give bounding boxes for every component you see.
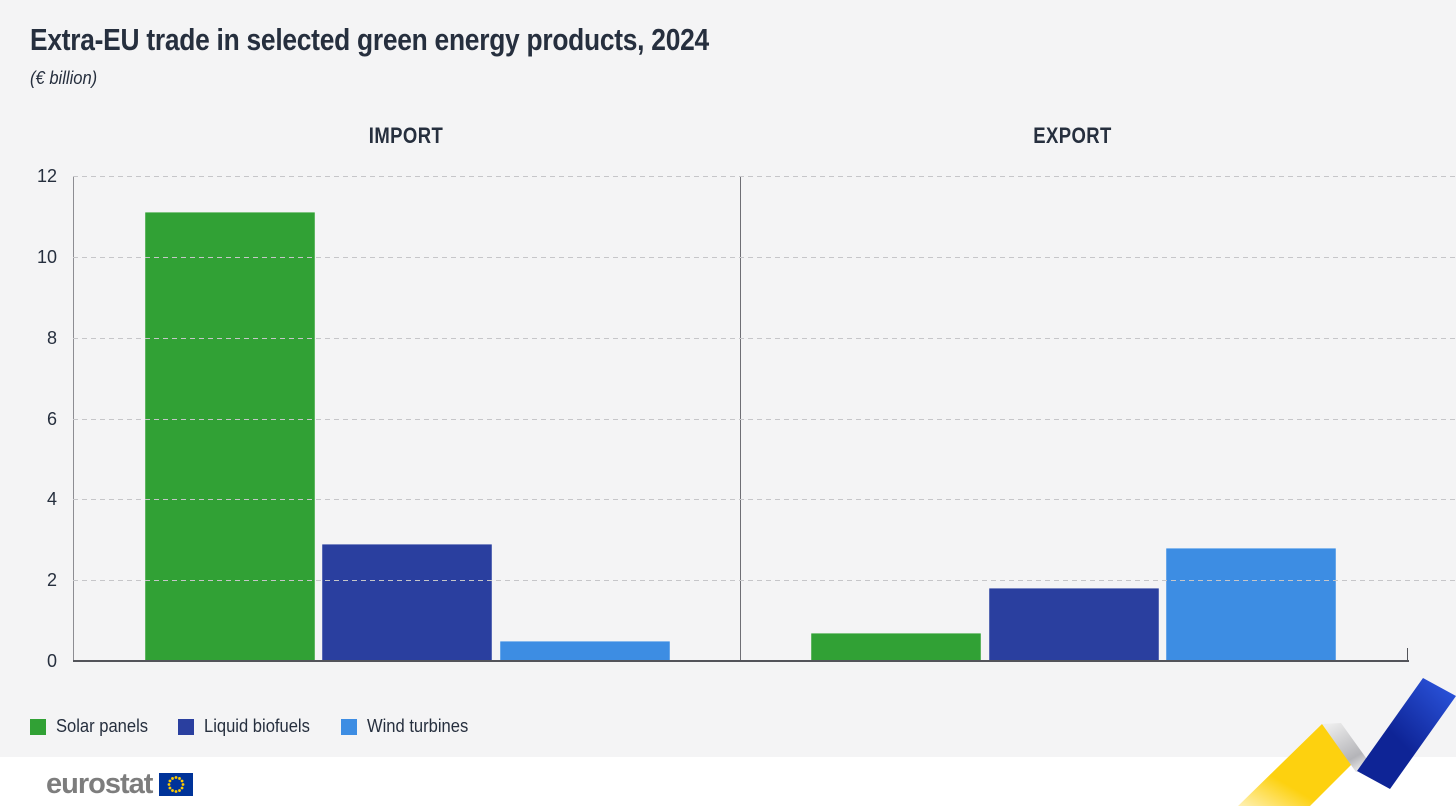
- legend-item-wind-turbines: Wind turbines: [341, 716, 477, 737]
- ribbon-blue-band: [1357, 678, 1456, 789]
- panel-header-import: IMPORT: [368, 123, 444, 148]
- flag-star: [181, 786, 184, 790]
- flag-star: [178, 789, 182, 792]
- flag-star: [175, 776, 178, 779]
- y-tick-label: 6: [46, 408, 57, 429]
- bar-export-solar-panels: [811, 633, 981, 661]
- ribbon-decoration: [1238, 678, 1456, 806]
- bar-import-wind-turbines: [499, 641, 670, 661]
- y-tick-label: 8: [46, 327, 57, 348]
- y-tick-label: 2: [46, 570, 57, 591]
- legend-item-solar-panels: Solar panels: [30, 716, 156, 737]
- legend-swatch-wind-turbines: [341, 718, 358, 735]
- flag-star: [175, 790, 178, 793]
- ribbon-fold: [1322, 723, 1374, 772]
- flag-star: [181, 779, 184, 783]
- bar-import-solar-panels: [144, 212, 315, 661]
- legend-label: Liquid biofuels: [204, 716, 310, 736]
- ribbon-yellow-band: [1238, 724, 1358, 806]
- panel-header-export: EXPORT: [1033, 123, 1112, 148]
- chart-subtitle: (€ billion): [30, 68, 98, 88]
- flag-star: [182, 783, 185, 786]
- legend-label: Solar panels: [56, 716, 149, 736]
- bar-export-liquid-biofuels: [988, 588, 1159, 661]
- eurostat-logo-text: eurostat: [46, 768, 153, 800]
- flag-star: [171, 777, 175, 780]
- eu-flag-icon: [159, 773, 194, 796]
- legend-item-liquid-biofuels: Liquid biofuels: [178, 716, 319, 737]
- chart-canvas: Extra-EU trade in selected green energy …: [0, 0, 1456, 757]
- flag-star: [168, 779, 172, 783]
- gridline-2: [73, 580, 1456, 582]
- plot-area: [73, 176, 1407, 661]
- gridline-6: [73, 418, 1456, 420]
- y-tick-label: 12: [36, 166, 57, 186]
- x-axis-end-tick: [1407, 648, 1408, 661]
- x-axis-line: [73, 660, 1409, 662]
- chart-title: Extra-EU trade in selected green energy …: [30, 22, 709, 57]
- legend-swatch-liquid-biofuels: [178, 718, 195, 735]
- gridline-12: [73, 176, 1456, 177]
- bar-export-wind-turbines: [1166, 548, 1336, 661]
- flag-star: [168, 783, 171, 786]
- bar-import-liquid-biofuels: [322, 544, 492, 661]
- eurostat-logo: eurostat: [46, 768, 194, 800]
- flag-stars: [168, 776, 185, 793]
- legend-swatch-solar-panels: [30, 718, 46, 735]
- legend-label: Wind turbines: [367, 716, 469, 736]
- flag-star: [178, 777, 182, 780]
- y-tick-label: 10: [36, 246, 57, 267]
- flag-star: [171, 789, 175, 792]
- gridline-10: [73, 256, 1456, 258]
- y-tick-label: 0: [46, 651, 57, 671]
- y-tick-label: 4: [46, 489, 57, 510]
- gridline-8: [73, 337, 1456, 339]
- legend: Solar panels Liquid biofuels Wind turbin…: [30, 716, 477, 737]
- gridline-4: [73, 499, 1456, 501]
- flag-star: [168, 786, 172, 790]
